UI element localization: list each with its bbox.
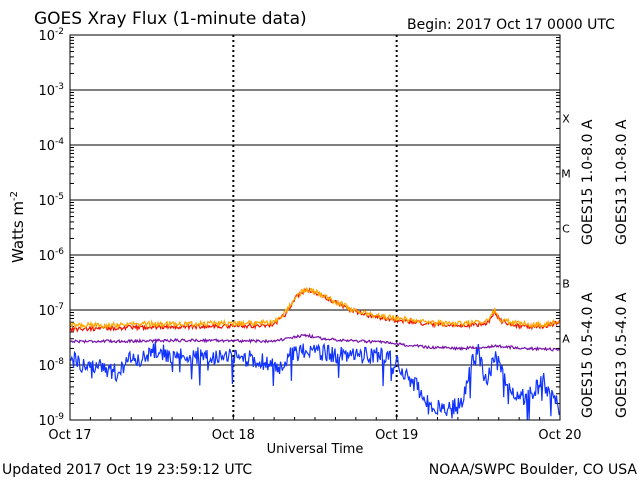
chart-title: GOES Xray Flux (1-minute data) <box>34 9 307 29</box>
flare-class-label: X <box>562 113 570 126</box>
flare-class-label: M <box>561 168 571 181</box>
begin-label: Begin: 2017 Oct 17 0000 UTC <box>407 17 615 33</box>
credit-text: NOAA/SWPC Boulder, CO USA <box>429 462 638 478</box>
y-tick-label: 10-6 <box>38 247 64 264</box>
y-tick-label: 10-7 <box>38 302 64 319</box>
x-tick-label: Oct 17 <box>48 428 91 443</box>
y-tick-label: 10-9 <box>38 412 64 429</box>
series-line-GOES15 0.5-4.0 A <box>69 341 561 421</box>
legend-entry: GOES15 0.5-4.0 A <box>580 292 596 418</box>
y-tick-labels: 10-2 10-3 10-4 10-5 10-6 10-7 10-8 10-9 <box>38 27 64 429</box>
x-tick-label: Oct 20 <box>538 428 581 443</box>
legend-entry: GOES13 0.5-4.0 A <box>614 292 630 418</box>
flare-class-labels: X M C B A <box>561 113 571 346</box>
x-axis-label: Universal Time <box>267 442 364 457</box>
updated-timestamp: Updated 2017 Oct 19 23:59:12 UTC <box>2 462 252 478</box>
flare-class-label: C <box>562 223 570 236</box>
flare-class-label: A <box>562 333 570 346</box>
y-tick-label: 10-5 <box>38 192 64 209</box>
y-tick-label: 10-2 <box>38 27 64 44</box>
x-tick-labels: Oct 17 Oct 18 Oct 19 Oct 20 <box>48 428 581 443</box>
series-line-GOES13 0.5-4.0 A <box>69 332 561 352</box>
legend: GOES15 1.0-8.0 A GOES13 1.0-8.0 A GOES15 0… <box>580 119 630 418</box>
series-line-GOES13 1.0-8.0 A <box>69 286 561 331</box>
series-layer <box>69 286 561 421</box>
plot-frame <box>69 34 561 421</box>
flare-class-label: B <box>562 278 570 291</box>
legend-entry: GOES15 1.0-8.0 A <box>580 119 596 245</box>
y-axis-label: Watts m-2 <box>9 191 27 263</box>
x-tick-label: Oct 19 <box>375 428 418 443</box>
legend-entry: GOES13 1.0-8.0 A <box>614 119 630 245</box>
y-tick-label: 10-8 <box>38 357 64 374</box>
x-tick-label: Oct 18 <box>212 428 255 443</box>
y-tick-label: 10-4 <box>38 137 64 154</box>
y-tick-label: 10-3 <box>38 82 64 99</box>
